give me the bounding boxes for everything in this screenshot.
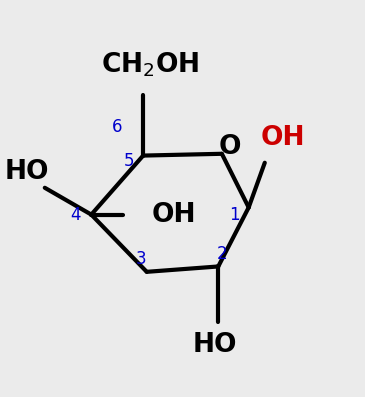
Text: 3: 3 [136, 251, 147, 268]
Text: 6: 6 [112, 118, 123, 136]
Text: 5: 5 [124, 152, 134, 170]
Text: 4: 4 [70, 206, 80, 224]
Text: HO: HO [5, 159, 49, 185]
Text: O: O [219, 134, 241, 160]
Text: 2: 2 [216, 245, 227, 263]
Text: 1: 1 [229, 206, 240, 224]
Text: HO: HO [192, 332, 237, 358]
Text: CH$_2$OH: CH$_2$OH [101, 50, 199, 79]
Text: OH: OH [260, 125, 305, 151]
Text: OH: OH [151, 202, 196, 227]
